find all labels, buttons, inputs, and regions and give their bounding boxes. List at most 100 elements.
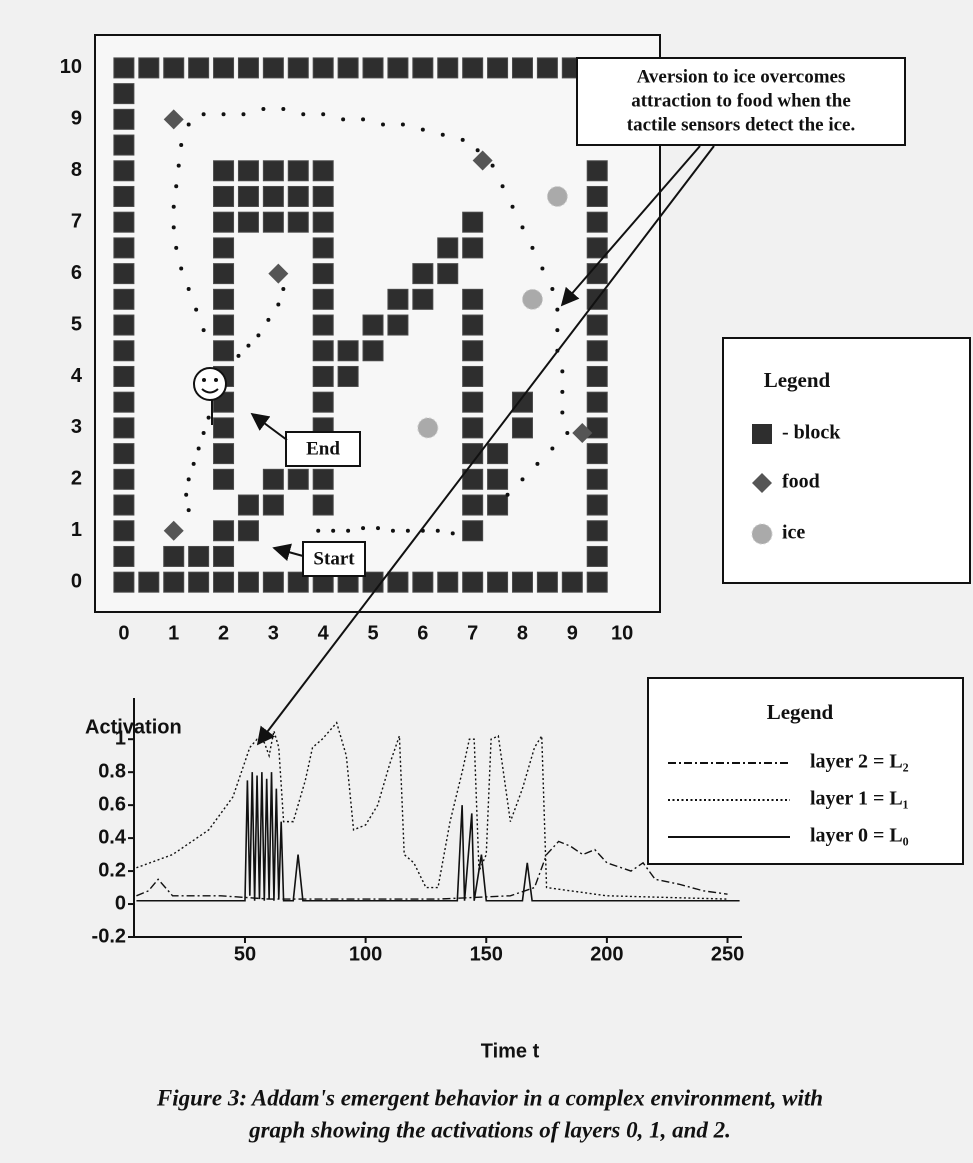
x-tick-label: 200 xyxy=(590,943,623,965)
block xyxy=(114,58,134,78)
path-dot xyxy=(301,112,305,116)
block xyxy=(238,572,258,592)
legend-block-icon xyxy=(752,424,772,444)
path-dot xyxy=(555,328,559,332)
world-legend xyxy=(723,338,970,583)
path-dot xyxy=(281,107,285,111)
block xyxy=(512,418,532,438)
block xyxy=(288,212,308,232)
path-dot xyxy=(491,164,495,168)
path-dot xyxy=(560,369,564,373)
block xyxy=(313,212,333,232)
block xyxy=(512,58,532,78)
path-dot xyxy=(246,344,250,348)
path-dot xyxy=(560,390,564,394)
block xyxy=(587,366,607,386)
y-tick-label: 4 xyxy=(71,365,83,387)
block xyxy=(363,315,383,335)
block xyxy=(587,521,607,541)
path-dot xyxy=(441,133,445,137)
y-tick-label: 1 xyxy=(115,727,126,749)
block xyxy=(463,572,483,592)
block xyxy=(238,521,258,541)
path-dot xyxy=(281,287,285,291)
path-dot xyxy=(436,529,440,533)
path-dot xyxy=(276,302,280,306)
block xyxy=(288,186,308,206)
path-dot xyxy=(316,529,320,533)
block xyxy=(363,572,383,592)
legend-title: Legend xyxy=(767,700,834,724)
page: Aversion to ice overcomes attraction to … xyxy=(0,0,973,1163)
y-tick-label: 7 xyxy=(71,210,82,232)
block xyxy=(214,161,234,181)
block xyxy=(263,161,283,181)
path-dot xyxy=(555,308,559,312)
block xyxy=(587,495,607,515)
block xyxy=(537,58,557,78)
block xyxy=(587,392,607,412)
block xyxy=(488,469,508,489)
y-tick-label: 0.2 xyxy=(98,859,126,881)
block xyxy=(214,572,234,592)
block xyxy=(214,521,234,541)
path-dot xyxy=(331,529,335,533)
path-dot xyxy=(520,225,524,229)
x-tick-label: 5 xyxy=(367,622,378,644)
y-tick-label: 1 xyxy=(71,519,82,541)
block xyxy=(463,366,483,386)
block xyxy=(214,341,234,361)
block xyxy=(313,289,333,309)
block xyxy=(214,212,234,232)
block xyxy=(388,289,408,309)
block xyxy=(288,58,308,78)
block xyxy=(114,418,134,438)
end-label: End xyxy=(306,438,340,459)
block xyxy=(463,392,483,412)
path-dot xyxy=(346,529,350,533)
x-tick-label: 3 xyxy=(268,622,279,644)
block xyxy=(238,161,258,181)
block xyxy=(214,186,234,206)
path-dot xyxy=(177,164,181,168)
block xyxy=(114,161,134,181)
ice xyxy=(547,186,567,206)
path-dot xyxy=(550,446,554,450)
block xyxy=(313,238,333,258)
block xyxy=(512,392,532,412)
block xyxy=(214,264,234,284)
y-tick-label: 0 xyxy=(115,892,126,914)
block xyxy=(313,366,333,386)
block xyxy=(214,546,234,566)
path-dot xyxy=(401,122,405,126)
ice xyxy=(418,418,438,438)
block xyxy=(438,264,458,284)
block xyxy=(313,315,333,335)
y-tick-label: 2 xyxy=(71,468,82,490)
block xyxy=(463,212,483,232)
path-dot xyxy=(172,205,176,209)
block xyxy=(488,495,508,515)
path-dot xyxy=(381,122,385,126)
path-dot xyxy=(520,477,524,481)
block xyxy=(164,546,184,566)
block xyxy=(388,572,408,592)
path-dot xyxy=(207,416,211,420)
path-dot xyxy=(506,493,510,497)
path-dot xyxy=(361,526,365,530)
block xyxy=(114,264,134,284)
x-tick-label: 1 xyxy=(168,622,179,644)
block xyxy=(413,58,433,78)
block xyxy=(238,495,258,515)
block xyxy=(139,572,159,592)
block xyxy=(238,186,258,206)
legend-ice-icon xyxy=(752,524,772,544)
block xyxy=(488,444,508,464)
path-dot xyxy=(187,477,191,481)
block xyxy=(139,58,159,78)
x-tick-label: 6 xyxy=(417,622,428,644)
path-dot xyxy=(192,462,196,466)
legend-entry: layer 0 = L₀ xyxy=(810,825,909,847)
block xyxy=(313,58,333,78)
y-tick-label: 3 xyxy=(71,416,82,438)
